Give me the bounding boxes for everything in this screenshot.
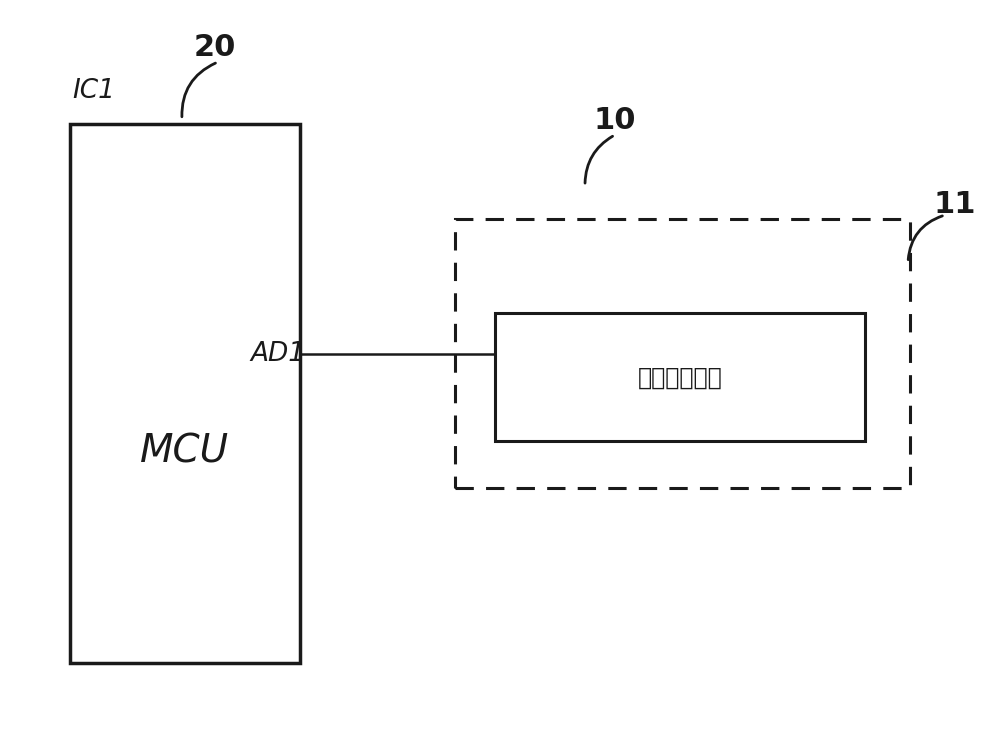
Text: MCU: MCU [140,433,230,471]
Text: IC1: IC1 [72,78,115,104]
Text: 20: 20 [194,33,236,62]
Text: 11: 11 [934,190,976,219]
Text: 信号接收单元: 信号接收单元 [638,366,722,389]
Text: 10: 10 [594,106,636,135]
Text: AD1: AD1 [250,340,305,367]
Bar [70,124,300,663]
Bar [455,219,910,488]
Bar [495,313,865,441]
